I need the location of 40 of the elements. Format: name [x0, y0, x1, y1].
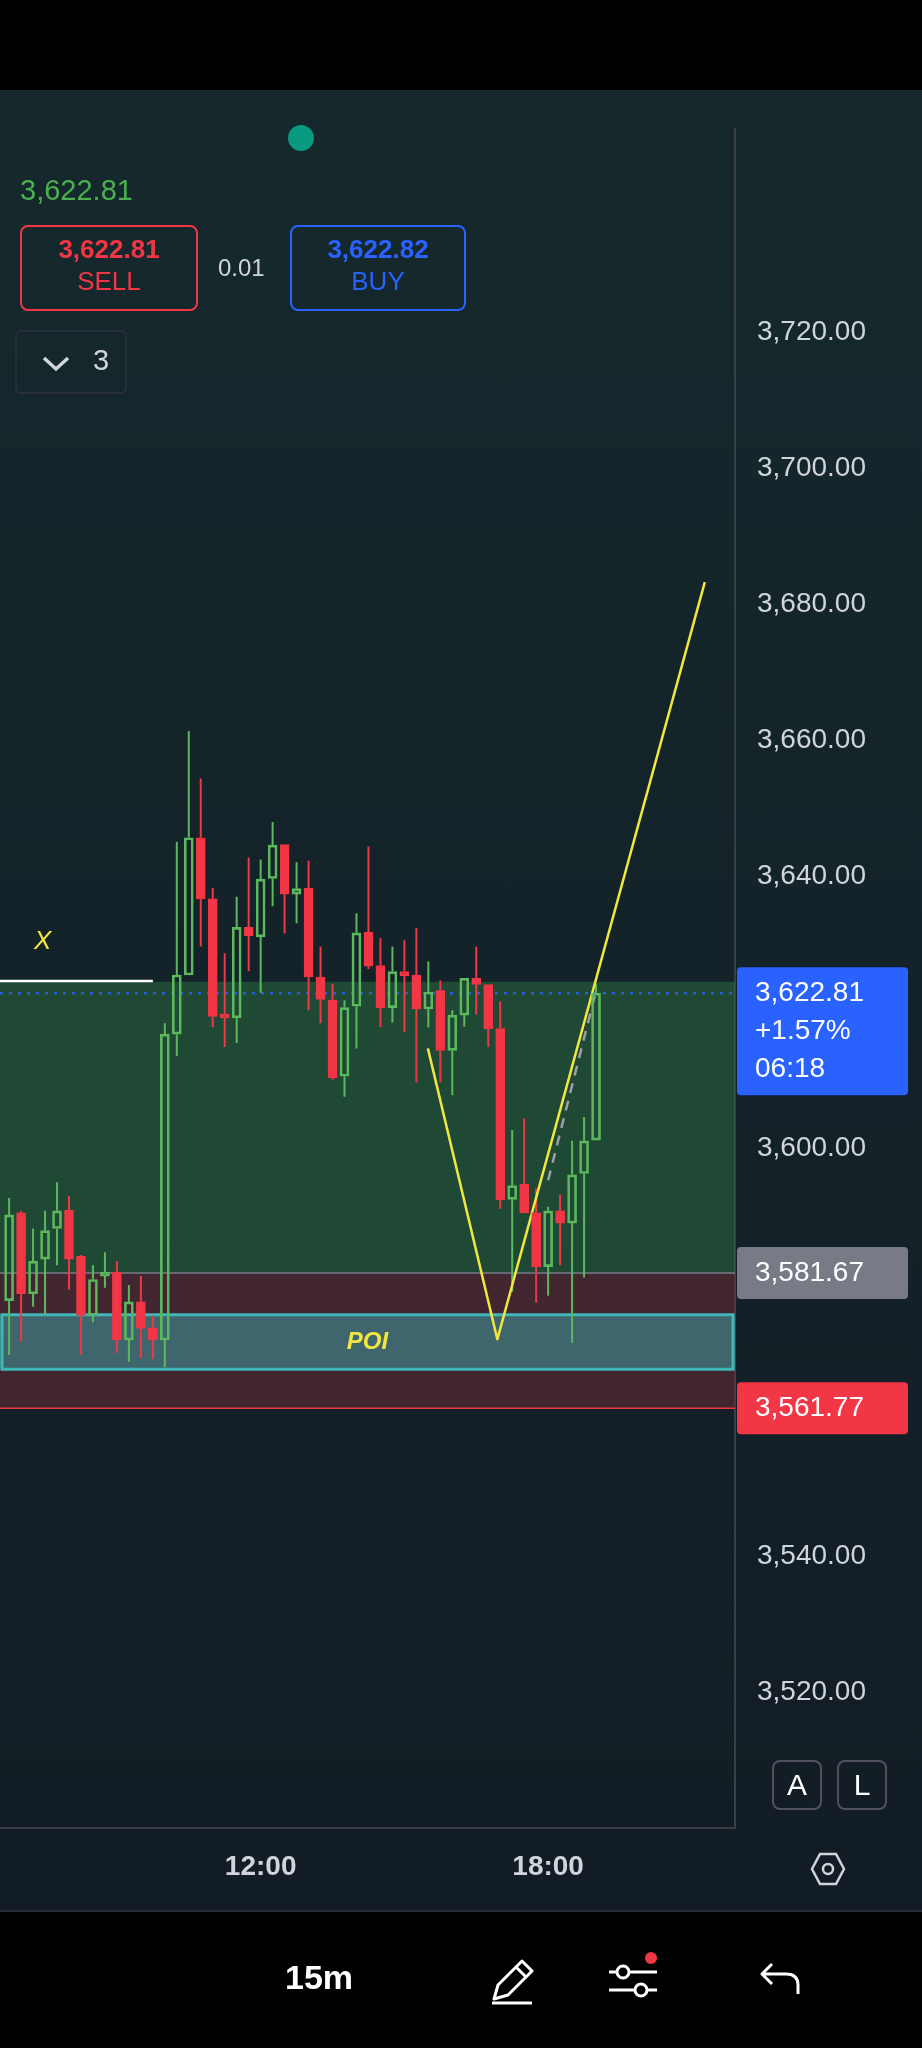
- candlestick: [207, 887, 218, 1029]
- candlestick: [471, 945, 482, 1016]
- candlestick: [148, 1314, 158, 1361]
- text: L: [837, 1760, 887, 1810]
- candlestick: [112, 1260, 122, 1354]
- candlestick: [243, 856, 254, 972]
- candlestick: [435, 979, 446, 1084]
- text: 15m: [285, 1958, 354, 1997]
- candlestick: [136, 1275, 146, 1360]
- x-tick-label: 12:00: [224, 1849, 297, 1881]
- y-tick-label: 3,600.00: [757, 1131, 866, 1163]
- annotation: SELL: [77, 266, 141, 296]
- candlestick: [555, 1193, 565, 1267]
- ref-line-label: 3,581.67: [755, 1255, 864, 1287]
- candlestick: [531, 1187, 541, 1304]
- y-tick-label: 3,660.00: [757, 723, 866, 755]
- ref-line-label: 3,561.77: [755, 1390, 864, 1422]
- y-tick-label: 3,720.00: [757, 315, 866, 347]
- band-label: POI: [346, 1326, 390, 1354]
- y-tick-label: 3,700.00: [757, 451, 866, 483]
- ref-line-label: 3,622.81 +1.57% 06:18: [755, 976, 864, 1083]
- candlestick: [399, 939, 410, 1034]
- y-tick-label: 3,680.00: [757, 587, 866, 619]
- y-tick-label: 3,540.00: [757, 1538, 866, 1570]
- annotation: X: [34, 925, 52, 956]
- x-tick-label: 18:00: [512, 1849, 584, 1881]
- y-tick-label: 3,520.00: [757, 1674, 866, 1706]
- candlestick: [195, 777, 206, 948]
- annotation: 3: [93, 344, 110, 377]
- annotation: 3,622.82: [327, 234, 429, 264]
- annotation: 0.01: [218, 254, 265, 282]
- text: 3,622.81: [20, 174, 133, 207]
- candlestick: [495, 1000, 506, 1210]
- candlestick: [519, 1117, 530, 1214]
- text: A: [772, 1760, 822, 1810]
- annotation: BUY: [351, 266, 405, 296]
- y-tick-label: 3,640.00: [757, 859, 866, 891]
- candlestick: [16, 1209, 26, 1344]
- annotation: 3,622.81: [58, 234, 160, 264]
- candlestick: [64, 1194, 74, 1291]
